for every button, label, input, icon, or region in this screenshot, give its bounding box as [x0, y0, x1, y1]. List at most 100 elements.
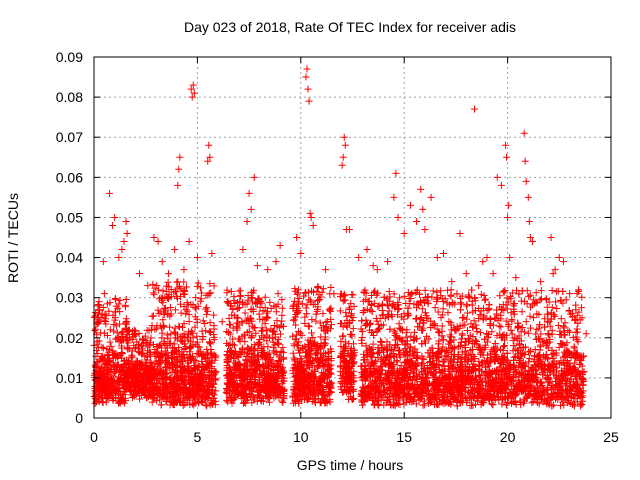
data-point [168, 344, 176, 352]
data-point [225, 341, 233, 349]
data-point [350, 367, 358, 375]
data-point [456, 322, 464, 330]
data-point [279, 344, 287, 352]
data-point [159, 369, 167, 377]
data-point [227, 353, 235, 361]
data-point [199, 382, 207, 390]
data-point [121, 303, 129, 311]
data-point [350, 358, 358, 366]
data-point [290, 301, 298, 309]
data-point [317, 398, 325, 406]
data-point [168, 369, 176, 377]
data-point [266, 298, 274, 306]
data-point [572, 329, 580, 337]
data-point [128, 351, 136, 359]
data-point [144, 343, 152, 351]
data-point [308, 345, 316, 353]
data-point [280, 395, 288, 403]
data-point [128, 336, 136, 344]
data-point [342, 366, 350, 374]
data-point [383, 294, 391, 302]
data-point [112, 296, 120, 304]
data-point [271, 378, 279, 386]
data-point [447, 338, 455, 346]
data-point [280, 377, 288, 385]
data-point [256, 336, 264, 344]
data-point [393, 333, 401, 341]
data-point [482, 295, 490, 303]
data-point [247, 355, 255, 363]
data-point [448, 300, 456, 308]
data-point [138, 350, 146, 358]
data-point [173, 348, 181, 356]
data-point [463, 315, 471, 323]
data-point [123, 373, 131, 381]
data-point [208, 390, 216, 398]
data-point [199, 351, 207, 359]
data-point [123, 317, 131, 325]
data-point [424, 374, 432, 382]
data-point [267, 361, 275, 369]
data-point [253, 397, 261, 405]
data-point [228, 386, 236, 394]
data-point [564, 326, 572, 334]
data-point [112, 335, 120, 343]
data-point [107, 364, 115, 372]
data-point [143, 337, 151, 345]
data-point [148, 362, 156, 370]
data-point [231, 299, 239, 307]
data-point [548, 286, 556, 294]
data-point [289, 393, 297, 401]
data-point [496, 292, 504, 300]
data-point [413, 335, 421, 343]
data-point [301, 289, 309, 297]
data-point [197, 289, 205, 297]
data-point [413, 323, 421, 331]
data-point [113, 379, 121, 387]
data-point [230, 341, 238, 349]
data-point [186, 352, 194, 360]
data-point [438, 322, 446, 330]
data-point [124, 374, 132, 382]
data-point [263, 351, 271, 359]
data-point [456, 342, 464, 350]
data-point [157, 352, 165, 360]
data-point [455, 343, 463, 351]
data-point [320, 349, 328, 357]
data-point [108, 394, 116, 402]
data-point [419, 392, 427, 400]
data-point [277, 360, 285, 368]
data-point [129, 381, 137, 389]
data-point [185, 318, 193, 326]
data-point [95, 309, 103, 317]
data-point [496, 359, 504, 367]
data-point [321, 335, 329, 343]
data-point [177, 309, 185, 317]
data-point [308, 316, 316, 324]
data-point [349, 372, 357, 380]
data-point [179, 351, 187, 359]
data-point [269, 327, 277, 335]
data-point [94, 319, 102, 327]
data-point [295, 328, 303, 336]
data-point [509, 347, 517, 355]
data-point [114, 397, 122, 405]
data-point [101, 373, 109, 381]
data-point [162, 288, 170, 296]
data-point [208, 383, 216, 391]
data-point [427, 317, 435, 325]
data-point [262, 377, 270, 384]
data-point [289, 332, 297, 340]
data-point [164, 352, 172, 360]
data-point [165, 283, 173, 291]
data-point [517, 328, 525, 336]
data-point [451, 365, 459, 373]
data-point [137, 392, 145, 400]
data-point [291, 313, 299, 321]
data-point [153, 349, 161, 357]
data-point [270, 394, 278, 402]
data-point [248, 349, 256, 357]
data-point [98, 343, 106, 351]
data-point [543, 310, 551, 318]
data-point [340, 382, 348, 390]
